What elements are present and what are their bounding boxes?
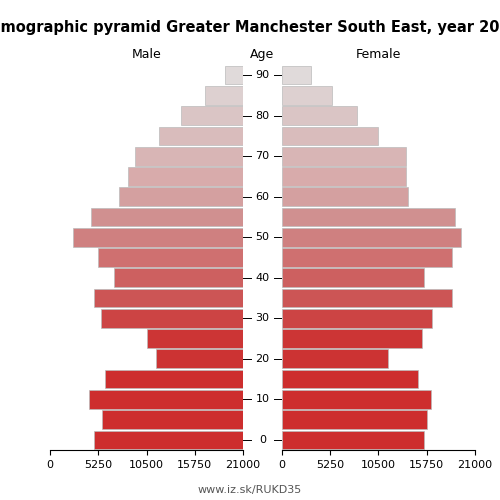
Bar [73, 228, 243, 246]
Bar [282, 188, 408, 206]
Bar [225, 66, 243, 84]
Bar [92, 208, 243, 227]
Bar [282, 288, 452, 308]
Bar [282, 248, 452, 267]
Bar [88, 390, 243, 408]
Bar [282, 430, 424, 449]
Text: 20: 20 [256, 354, 270, 364]
Bar [282, 268, 424, 287]
Bar [105, 370, 243, 388]
Text: Male: Male [132, 48, 162, 61]
Text: 80: 80 [256, 110, 270, 120]
Bar [282, 126, 378, 145]
Bar [282, 66, 312, 84]
Text: 90: 90 [256, 70, 270, 80]
Bar [282, 410, 427, 429]
Text: 0: 0 [259, 435, 266, 445]
Bar [282, 370, 418, 388]
Text: 70: 70 [256, 151, 270, 161]
Bar [134, 147, 243, 166]
Bar [114, 268, 243, 287]
Bar [128, 167, 243, 186]
Bar [158, 126, 243, 145]
Bar [204, 86, 243, 104]
Bar [98, 248, 243, 267]
Bar [282, 167, 406, 186]
Bar [119, 188, 243, 206]
Bar [156, 350, 243, 368]
Text: 60: 60 [256, 192, 270, 202]
Text: 40: 40 [256, 273, 270, 283]
Bar [180, 106, 243, 125]
Bar [282, 228, 461, 246]
Bar [282, 309, 432, 328]
Text: Age: Age [250, 48, 274, 61]
Bar [94, 430, 243, 449]
Text: 50: 50 [256, 232, 270, 242]
Bar [282, 329, 422, 348]
Bar [146, 329, 243, 348]
Bar [282, 390, 431, 408]
Bar [282, 147, 406, 166]
Bar [282, 350, 388, 368]
Bar [102, 410, 243, 429]
Bar [282, 86, 333, 104]
Bar [282, 208, 455, 227]
Text: Female: Female [356, 48, 401, 61]
Bar [100, 309, 243, 328]
Text: 10: 10 [256, 394, 270, 404]
Text: www.iz.sk/RUKD35: www.iz.sk/RUKD35 [198, 485, 302, 495]
Bar [94, 288, 243, 308]
Text: demographic pyramid Greater Manchester South East, year 2019: demographic pyramid Greater Manchester S… [0, 20, 500, 35]
Bar [282, 106, 358, 125]
Text: 30: 30 [256, 314, 270, 324]
